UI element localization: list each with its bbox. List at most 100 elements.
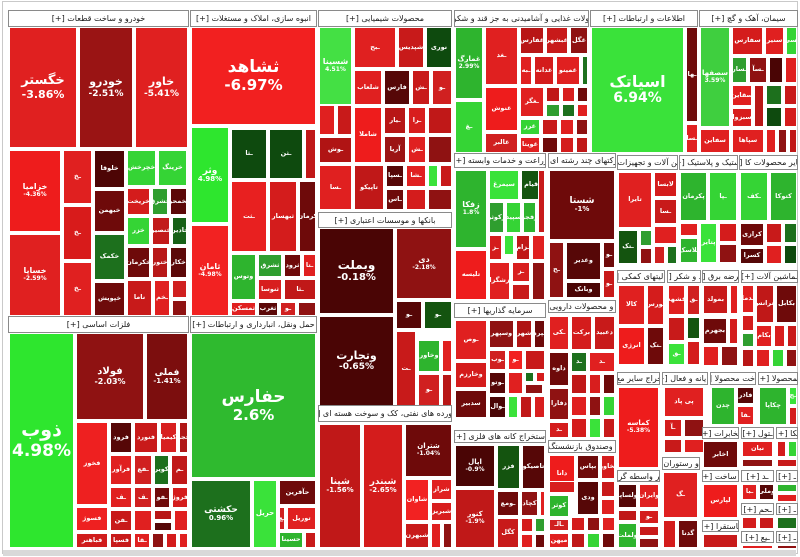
treemap-tile[interactable]: کیمیا bbox=[160, 422, 177, 453]
treemap-tile[interactable] bbox=[546, 87, 560, 102]
treemap-tile[interactable]: ـثا bbox=[284, 279, 316, 300]
treemap-tile[interactable] bbox=[603, 396, 615, 416]
treemap-tile[interactable] bbox=[601, 481, 615, 497]
treemap-tile[interactable]: ـح bbox=[549, 242, 564, 298]
sector-header[interactable]: ـ [+] bbox=[776, 470, 798, 482]
treemap-tile[interactable]: ـو bbox=[280, 302, 296, 316]
treemap-tile[interactable]: خکمک bbox=[94, 234, 125, 280]
treemap-tile[interactable] bbox=[562, 104, 575, 117]
treemap-tile[interactable]: نیان bbox=[742, 441, 773, 457]
treemap-tile[interactable]: زفکا 1.8% bbox=[455, 170, 487, 248]
treemap-tile[interactable]: خرینگ bbox=[158, 150, 187, 186]
treemap-tile[interactable]: فاذر bbox=[737, 387, 754, 404]
treemap-tile[interactable] bbox=[571, 533, 585, 548]
treemap-tile[interactable]: حریل bbox=[253, 480, 277, 548]
treemap-tile[interactable] bbox=[687, 341, 700, 365]
treemap-tile[interactable]: ـثت bbox=[231, 181, 267, 252]
treemap-tile[interactable]: غگل bbox=[570, 27, 588, 54]
treemap-tile[interactable]: ـو bbox=[639, 510, 659, 524]
treemap-tile[interactable]: ـپرد bbox=[534, 320, 545, 348]
treemap-tile[interactable]: ولساپا bbox=[618, 484, 637, 508]
treemap-tile[interactable]: ختور bbox=[152, 247, 168, 278]
treemap-tile[interactable]: بپاس bbox=[577, 455, 599, 479]
treemap-tile[interactable]: ـغگر bbox=[520, 87, 544, 117]
treemap-tile[interactable] bbox=[532, 262, 545, 300]
treemap-tile[interactable]: ـتک bbox=[618, 230, 638, 264]
treemap-tile[interactable] bbox=[766, 245, 782, 264]
sector-header[interactable]: ـسایر واسطه گر [+] bbox=[617, 470, 660, 482]
sector-header[interactable]: انبوه سازی، املاک و مستغلات [+] bbox=[190, 10, 317, 27]
treemap-tile[interactable]: غمینو bbox=[556, 56, 580, 85]
treemap-tile[interactable]: اسیاتک 6.94% bbox=[591, 27, 684, 153]
treemap-tile[interactable] bbox=[640, 230, 652, 246]
treemap-tile[interactable]: ـغد bbox=[485, 27, 518, 85]
treemap-tile[interactable]: زشگزا bbox=[489, 262, 510, 300]
treemap-tile[interactable]: تلیسه bbox=[455, 250, 487, 300]
treemap-tile[interactable] bbox=[571, 396, 587, 416]
treemap-tile[interactable]: ـرا bbox=[408, 107, 426, 134]
treemap-tile[interactable] bbox=[172, 280, 187, 298]
treemap-tile[interactable]: ثبهسار bbox=[269, 181, 297, 252]
treemap-tile[interactable]: سدبیر bbox=[455, 390, 487, 418]
treemap-tile[interactable]: تاپیکو bbox=[354, 165, 384, 210]
treemap-tile[interactable]: ـبه bbox=[520, 56, 532, 85]
treemap-tile[interactable] bbox=[562, 87, 575, 102]
treemap-tile[interactable] bbox=[742, 517, 757, 529]
treemap-tile[interactable]: ـثن bbox=[269, 129, 303, 179]
treemap-tile[interactable]: ـفع bbox=[134, 455, 152, 485]
treemap-tile[interactable] bbox=[777, 459, 797, 467]
treemap-tile[interactable]: خادین bbox=[172, 217, 187, 245]
treemap-tile[interactable]: غبشهر bbox=[546, 27, 568, 54]
treemap-tile[interactable]: خکار bbox=[170, 247, 187, 278]
treemap-tile[interactable] bbox=[538, 170, 545, 233]
treemap-tile[interactable] bbox=[428, 165, 438, 187]
treemap-tile[interactable] bbox=[560, 119, 574, 135]
treemap-tile[interactable]: فرود bbox=[110, 422, 132, 453]
treemap-tile[interactable]: ـسپا bbox=[386, 165, 404, 187]
sector-header[interactable]: ـسایر محصولات کا [+] bbox=[739, 155, 798, 170]
treemap-tile[interactable] bbox=[442, 374, 452, 406]
treemap-tile[interactable] bbox=[687, 317, 700, 339]
treemap-tile[interactable] bbox=[721, 346, 738, 366]
treemap-tile[interactable]: ـفن bbox=[110, 510, 132, 531]
treemap-tile[interactable]: بترانس bbox=[756, 285, 774, 323]
treemap-tile[interactable] bbox=[703, 534, 738, 548]
treemap-tile[interactable] bbox=[542, 137, 558, 153]
treemap-tile[interactable]: فسوژ bbox=[76, 507, 108, 531]
treemap-tile[interactable]: کویر bbox=[154, 455, 169, 485]
treemap-tile[interactable]: ثنوسا bbox=[258, 279, 282, 300]
treemap-tile[interactable] bbox=[640, 248, 652, 264]
treemap-tile[interactable]: خزامیا -4.36% bbox=[9, 150, 61, 232]
treemap-tile[interactable] bbox=[766, 85, 782, 105]
treemap-tile[interactable]: وثر 4.98% bbox=[191, 127, 229, 223]
treemap-tile[interactable]: ـوال bbox=[489, 396, 506, 418]
treemap-tile[interactable] bbox=[788, 441, 797, 457]
treemap-tile[interactable]: ـم bbox=[171, 455, 188, 485]
treemap-tile[interactable] bbox=[742, 459, 773, 467]
treemap-tile[interactable]: سفاین bbox=[700, 129, 730, 153]
treemap-tile[interactable] bbox=[789, 129, 797, 153]
treemap-tile[interactable]: فجر bbox=[179, 422, 188, 453]
sector-header[interactable]: ـبیمه وصندوق بازنشستگ [+] bbox=[548, 440, 616, 453]
treemap-tile[interactable] bbox=[504, 235, 514, 255]
sector-header[interactable]: ـد [+] bbox=[741, 470, 774, 482]
treemap-tile[interactable]: ولملت bbox=[618, 523, 637, 548]
sector-header[interactable]: استخراج کانه های فلزی [+] bbox=[454, 430, 546, 443]
sector-header[interactable]: ـحم [+] bbox=[741, 503, 774, 515]
treemap-tile[interactable]: ـیار bbox=[384, 107, 406, 134]
treemap-tile[interactable] bbox=[667, 246, 677, 264]
treemap-tile[interactable]: شهر bbox=[516, 320, 532, 348]
treemap-tile[interactable] bbox=[684, 419, 704, 437]
treemap-tile[interactable]: گدنا bbox=[678, 520, 698, 548]
treemap-tile[interactable]: ـوتو bbox=[489, 372, 506, 394]
treemap-tile[interactable] bbox=[784, 223, 797, 243]
sector-header[interactable]: ـ [+] bbox=[776, 531, 798, 543]
treemap-tile[interactable]: کچاد bbox=[521, 491, 538, 516]
treemap-tile[interactable] bbox=[618, 510, 637, 521]
sector-header[interactable]: ـساخت محصولا [+] bbox=[710, 372, 756, 385]
sector-header[interactable]: ـاستقرا [+] bbox=[702, 520, 739, 532]
treemap-tile[interactable] bbox=[654, 226, 677, 244]
treemap-tile[interactable]: سبزوا bbox=[732, 108, 752, 127]
sector-header[interactable]: ـاستخراج سایر مع [+] bbox=[617, 372, 660, 385]
sector-header[interactable]: محصولات شیمیایی [+] bbox=[318, 10, 452, 27]
